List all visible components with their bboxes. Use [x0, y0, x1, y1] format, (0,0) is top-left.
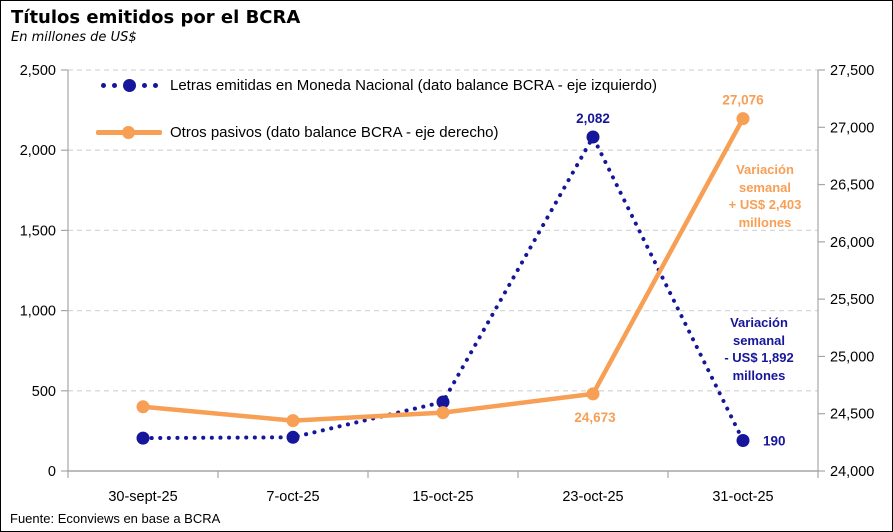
- data-point-marker: [736, 112, 750, 126]
- series-line-dotted: [141, 132, 745, 443]
- right-axis-tick-label: 27,000: [830, 120, 874, 136]
- data-point-marker: [286, 414, 300, 428]
- legend-label-letras: Letras emitidas en Moneda Nacional (dato…: [170, 76, 657, 94]
- x-axis-label: 7-oct-25: [266, 489, 319, 505]
- right-axis-tick-label: 27,500: [830, 63, 874, 79]
- source-note: Fuente: Econviews en base a BCRA: [10, 511, 221, 526]
- right-axis-tick-label: 26,500: [830, 178, 874, 194]
- chart-title: Títulos emitidos por el BCRA: [11, 7, 301, 28]
- legend-item-letras: Letras emitidas en Moneda Nacional (dato…: [96, 75, 657, 95]
- left-axis-tick-label: 2,000: [20, 143, 56, 159]
- annotation-weekly-variation-orange: Variación semanal + US$ 2,403 millones: [728, 162, 802, 230]
- dotted-line-swatch: [96, 78, 162, 92]
- x-axis-label: 15-oct-25: [412, 489, 473, 505]
- right-axis-tick-label: 24,500: [830, 407, 874, 423]
- legend-item-otros-pasivos: Otros pasivos (dato balance BCRA - eje d…: [96, 122, 657, 142]
- right-axis-tick-label: 25,000: [830, 349, 874, 365]
- annotation-weekly-variation-blue: Variación semanal - US$ 1,892 millones: [724, 315, 794, 383]
- x-axis-label: 23-oct-25: [562, 489, 623, 505]
- left-axis-tick-label: 1,500: [20, 223, 56, 239]
- left-axis-tick-label: 0: [48, 464, 56, 480]
- data-point-marker: [136, 431, 150, 445]
- point-label: 190: [763, 434, 786, 449]
- data-point-marker: [136, 400, 150, 414]
- point-label: 24,673: [574, 410, 616, 425]
- solid-line-swatch: [96, 125, 162, 139]
- legend: Letras emitidas en Moneda Nacional (dato…: [96, 75, 657, 169]
- right-axis-tick-label: 25,500: [830, 292, 874, 308]
- data-point-marker: [736, 434, 750, 447]
- data-point-marker: [286, 430, 300, 444]
- point-label: 2,082: [576, 111, 610, 126]
- data-point-marker: [436, 406, 450, 420]
- point-label: 27,076: [722, 93, 764, 108]
- data-point-marker: [586, 387, 600, 401]
- data-point-marker: [436, 395, 450, 409]
- right-axis-tick-label: 24,000: [830, 464, 874, 480]
- x-axis-label: 30-sept-25: [108, 489, 177, 505]
- x-axis-label: 31-oct-25: [712, 489, 773, 505]
- left-axis-tick-label: 500: [32, 384, 56, 400]
- right-axis-tick-label: 26,000: [830, 235, 874, 251]
- left-axis-tick-label: 2,500: [20, 63, 56, 79]
- data-point-marker: [586, 130, 600, 144]
- left-axis-tick-label: 1,000: [20, 304, 56, 320]
- legend-label-otros-pasivos: Otros pasivos (dato balance BCRA - eje d…: [170, 123, 499, 141]
- chart-subtitle: En millones de US$: [11, 30, 137, 45]
